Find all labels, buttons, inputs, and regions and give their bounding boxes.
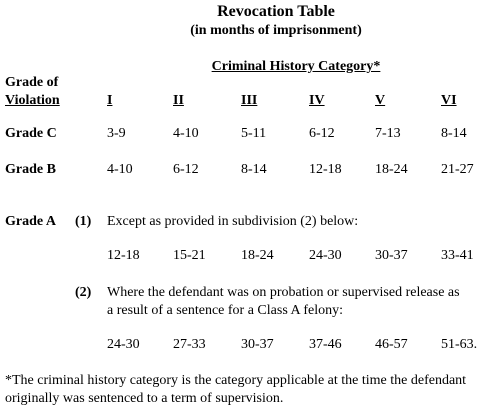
footnote: *The criminal history category is the ca… xyxy=(5,373,467,388)
cell: 18-24 xyxy=(241,248,274,263)
cell: 46-57 xyxy=(375,337,408,352)
subdivision-text: Except as provided in subdivision (2) be… xyxy=(107,214,359,229)
column-group-header: Criminal History Category* xyxy=(211,59,381,74)
cell: 24-30 xyxy=(309,248,342,263)
cell: 8-14 xyxy=(241,162,267,177)
cell: 12-18 xyxy=(107,248,140,263)
cell: 6-12 xyxy=(173,162,199,177)
cell: 12-18 xyxy=(309,162,342,177)
column-header: V xyxy=(375,93,386,108)
cell: 51-63. xyxy=(441,337,478,352)
cell: 8-14 xyxy=(441,126,467,141)
column-header: VI xyxy=(441,93,457,108)
subdivision-text: Where the defendant was on probation or … xyxy=(107,285,460,300)
grade-label: Grade B xyxy=(5,162,56,177)
cell: 7-13 xyxy=(375,126,401,141)
footnote: originally was sentenced to a term of su… xyxy=(5,391,284,406)
row-header: Violation xyxy=(5,93,60,108)
subtitle: (in months of imprisonment) xyxy=(190,23,362,38)
cell: 4-10 xyxy=(173,126,199,141)
cell: 6-12 xyxy=(309,126,335,141)
cell: 33-41 xyxy=(441,248,474,263)
column-header: II xyxy=(173,93,184,108)
column-header: III xyxy=(241,93,258,108)
title: Revocation Table xyxy=(217,3,335,20)
column-header: I xyxy=(107,93,113,108)
cell: 15-21 xyxy=(173,248,206,263)
subdivision-number: (2) xyxy=(75,285,92,300)
cell: 24-30 xyxy=(107,337,140,352)
cell: 30-37 xyxy=(375,248,408,263)
column-header: IV xyxy=(309,93,325,108)
cell: 21-27 xyxy=(441,162,474,177)
subdivision-number: (1) xyxy=(75,214,92,229)
cell: 3-9 xyxy=(107,126,126,141)
grade-label: Grade A xyxy=(5,214,56,229)
cell: 27-33 xyxy=(173,337,206,352)
cell: 18-24 xyxy=(375,162,408,177)
cell: 4-10 xyxy=(107,162,133,177)
row-header: Grade of xyxy=(5,75,59,90)
grade-label: Grade C xyxy=(5,126,57,141)
subdivision-text: a result of a sentence for a Class A fel… xyxy=(107,303,343,318)
cell: 37-46 xyxy=(309,337,342,352)
cell: 30-37 xyxy=(241,337,274,352)
cell: 5-11 xyxy=(241,126,267,141)
